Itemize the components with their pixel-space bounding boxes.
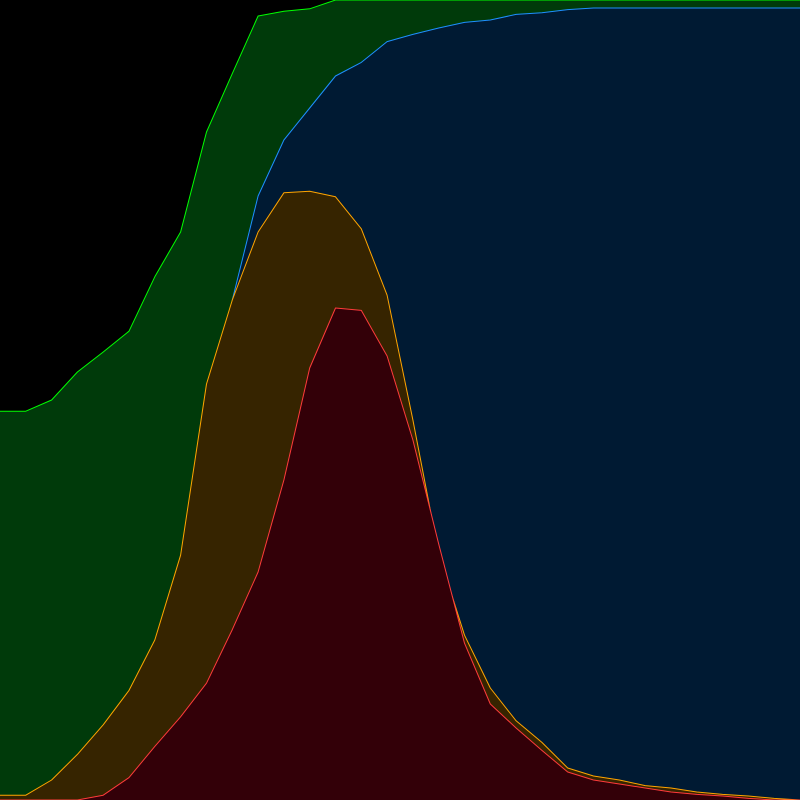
series-line-3 [0,7,800,800]
series-line-5 [0,307,800,800]
series-line-4 [0,190,800,800]
area-series-5 [0,308,800,800]
series-line-1 [0,0,800,412]
